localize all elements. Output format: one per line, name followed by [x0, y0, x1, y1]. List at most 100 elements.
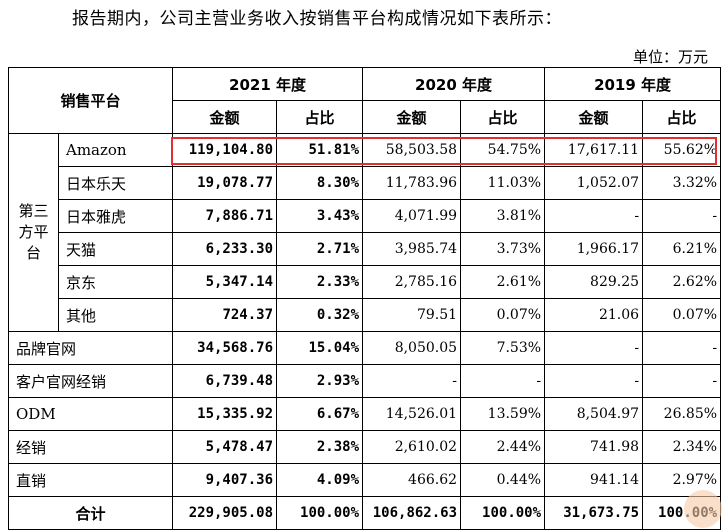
ratio-2019-cell: 55.62%: [642, 133, 722, 167]
amount-2021-cell: 6,233.30: [172, 232, 278, 266]
header-amount-2020: 金额: [362, 100, 462, 134]
amount-2019-cell: 941.14: [544, 463, 644, 497]
amount-2021-cell: 15,335.92: [172, 397, 278, 431]
ratio-2019-cell: 26.85%: [642, 397, 722, 431]
ratio-2020-cell: -: [460, 364, 546, 398]
platform-name: 天猫: [57, 232, 174, 266]
amount-2021-cell: 7,886.71: [172, 199, 278, 233]
table-row: 经销 5,478.47 2.38% 2,610.02 2.44% 741.98 2.34%: [7, 430, 722, 464]
ratio-2020-cell: 11.03%: [460, 166, 546, 200]
platform-name: 其他: [57, 298, 174, 332]
ratio-2020-cell: 0.07%: [460, 298, 546, 332]
header-ratio-2021: 占比: [276, 100, 364, 134]
amount-2019-cell: 829.25: [544, 265, 644, 299]
ratio-2020-cell: 2.61%: [460, 265, 546, 299]
ratio-2021-cell: 2.71%: [276, 232, 364, 266]
amount-2020-cell: 14,526.01: [362, 397, 462, 431]
table-row: 直销 9,407.36 4.09% 466.62 0.44% 941.14 2.97%: [7, 463, 722, 497]
amount-2020-cell: 4,071.99: [362, 199, 462, 233]
ratio-2021-cell: 2.33%: [276, 265, 364, 299]
third-party-group-label: 第三方平台: [8, 133, 59, 332]
ratio-2019-cell: 6.21%: [642, 232, 722, 266]
table-row: ODM 15,335.92 6.67% 14,526.01 13.59% 8,504.97…: [7, 397, 722, 431]
table-row: 第三方平台 Amazon 119,104.80 51.81% 58,503.58 54.7…: [8, 133, 722, 332]
amount-2020-cell: 11,783.96: [362, 166, 462, 200]
ratio-2021-cell: 51.81%: [276, 133, 364, 167]
amount-2019-cell: 17,617.11: [544, 133, 644, 167]
ratio-2019-cell: 0.07%: [642, 298, 722, 332]
amount-2021-cell: 6,739.48: [172, 364, 278, 398]
amount-2021-cell: 34,568.76: [172, 331, 278, 365]
total-amount-2019: 31,673.75: [544, 496, 644, 530]
ratio-2020-cell: 2.44%: [460, 430, 546, 464]
header-amount-2019: 金额: [544, 100, 644, 134]
unit-label: 单位：万元: [632, 48, 708, 66]
ratio-2019-cell: -: [642, 199, 722, 233]
amount-2020-cell: 466.62: [362, 463, 462, 497]
amount-2020-cell: 58,503.58: [362, 133, 462, 167]
amount-2020-cell: -: [362, 364, 462, 398]
ratio-2019-cell: -: [642, 364, 722, 398]
sales-platform-table: 销售平台 2021 年度 2020 年度 2019 年度 金额 占比 金额 占比…: [7, 67, 722, 530]
ratio-2020-cell: 0.44%: [460, 463, 546, 497]
platform-name: 京东: [57, 265, 174, 299]
table-row: 品牌官网 34,568.76 15.04% 8,050.05 7.53% - -: [7, 331, 722, 365]
platform-name: 日本乐天: [57, 166, 174, 200]
table-row: 天猫 6,233.30 2.71% 3,985.74 3.73% 1,966.17 6.21…: [9, 232, 722, 266]
total-label: 合计: [7, 496, 174, 530]
ratio-2020-cell: 7.53%: [460, 331, 546, 365]
header-amount-2021: 金额: [172, 100, 278, 134]
amount-2020-cell: 2,610.02: [362, 430, 462, 464]
ratio-2021-cell: 6.67%: [276, 397, 364, 431]
amount-2021-cell: 5,347.14: [172, 265, 278, 299]
ratio-2021-cell: 8.30%: [276, 166, 364, 200]
amount-2021-cell: 724.37: [172, 298, 278, 332]
ratio-2021-cell: 4.09%: [276, 463, 364, 497]
ratio-2020-cell: 54.75%: [460, 133, 546, 167]
total-ratio-2021: 100.00%: [276, 496, 364, 530]
amount-2019-cell: 21.06: [544, 298, 644, 332]
ratio-2020-cell: 13.59%: [460, 397, 546, 431]
table-row: 客户官网经销 6,739.48 2.93% - - - -: [7, 364, 722, 398]
platform-name: 客户官网经销: [7, 364, 174, 398]
ratio-2021-cell: 15.04%: [276, 331, 364, 365]
header-platform: 销售平台: [7, 67, 174, 134]
amount-2021-cell: 19,078.77: [172, 166, 278, 200]
platform-name: 品牌官网: [7, 331, 174, 365]
table-row: 京东 5,347.14 2.33% 2,785.16 2.61% 829.25 2.62%: [9, 265, 722, 299]
total-amount-2020: 106,862.63: [362, 496, 462, 530]
amount-2020-cell: 3,985.74: [362, 232, 462, 266]
amount-2021-cell: 5,478.47: [172, 430, 278, 464]
header-year-2020: 2020 年度: [362, 67, 546, 101]
amount-2020-cell: 79.51: [362, 298, 462, 332]
platform-name: ODM: [7, 397, 174, 431]
amount-2019-cell: 1,966.17: [544, 232, 644, 266]
platform-name: 直销: [7, 463, 174, 497]
amount-2020-cell: 2,785.16: [362, 265, 462, 299]
ratio-2019-cell: 2.62%: [642, 265, 722, 299]
amount-2019-cell: -: [544, 199, 644, 233]
amount-2021-cell: 119,104.80: [172, 133, 278, 167]
header-ratio-2019: 占比: [642, 100, 722, 134]
header-ratio-2020: 占比: [460, 100, 546, 134]
platform-name: 日本雅虎: [57, 199, 174, 233]
amount-2019-cell: -: [544, 331, 644, 365]
amount-2019-cell: -: [544, 364, 644, 398]
header-year-2019: 2019 年度: [544, 67, 722, 101]
amount-2019-cell: 741.98: [544, 430, 644, 464]
table-row: 其他 724.37 0.32% 79.51 0.07% 21.06 0.07%: [9, 298, 722, 332]
ratio-2021-cell: 3.43%: [276, 199, 364, 233]
intro-paragraph: 报告期内，公司主营业务收入按销售平台构成情况如下表所示：: [72, 9, 562, 29]
watermark-logo: [684, 490, 722, 528]
amount-2019-cell: 1,052.07: [544, 166, 644, 200]
ratio-2019-cell: 3.32%: [642, 166, 722, 200]
ratio-2019-cell: 2.34%: [642, 430, 722, 464]
total-amount-2021: 229,905.08: [172, 496, 278, 530]
total-row: 合计 229,905.08 100.00% 106,862.63 100.00% 31,6…: [7, 496, 722, 530]
ratio-2021-cell: 2.93%: [276, 364, 364, 398]
platform-name: 经销: [7, 430, 174, 464]
total-ratio-2020: 100.00%: [460, 496, 546, 530]
ratio-2021-cell: 2.38%: [276, 430, 364, 464]
ratio-2019-cell: -: [642, 331, 722, 365]
table-row: 日本雅虎 7,886.71 3.43% 4,071.99 3.81% - -: [9, 199, 722, 233]
